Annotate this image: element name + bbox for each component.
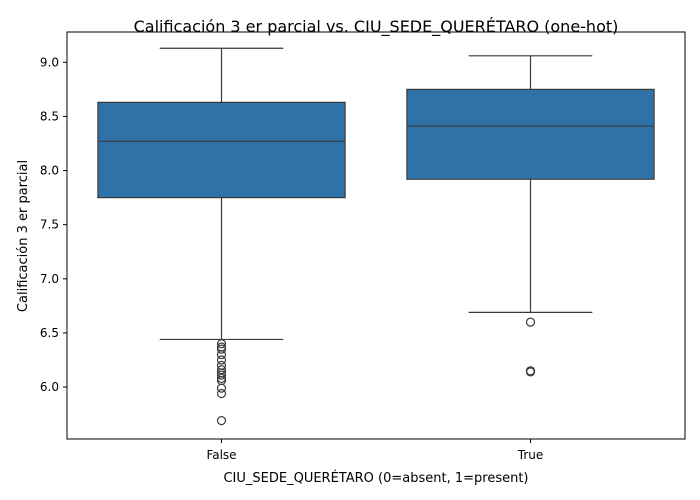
y-tick-label: 7.0 — [40, 272, 59, 286]
outlier-point — [216, 339, 227, 349]
chart-title: Calificación 3 er parcial vs. CIU_SEDE_Q… — [134, 17, 619, 37]
y-tick-label: 9.0 — [40, 55, 59, 69]
x-tick-label: False — [206, 448, 236, 462]
outlier-point — [525, 367, 536, 377]
outlier-point — [216, 388, 227, 399]
outlier-point — [525, 317, 536, 327]
x-axis-label: CIU_SEDE_QUERÉTARO (0=absent, 1=present) — [223, 470, 528, 486]
y-tick-label: 8.5 — [40, 109, 59, 123]
y-tick-label: 7.5 — [40, 218, 59, 232]
outlier-point — [216, 355, 227, 365]
plot-area: 6.0 6.5 7.0 7.5 8.0 8.5 9.0 False True — [40, 47, 655, 462]
outlier-point — [216, 383, 227, 393]
y-tick-label: 6.5 — [40, 326, 59, 340]
y-tick-label: 8.0 — [40, 164, 59, 178]
outlier-point — [216, 370, 227, 380]
iqr-box — [406, 88, 655, 180]
outlier-point — [216, 365, 227, 375]
y-tick-label: 6.0 — [40, 380, 59, 394]
y-axis-label: Calificación 3 er parcial — [16, 160, 31, 312]
iqr-box — [97, 101, 346, 199]
plot-frame — [66, 31, 686, 440]
outlier-point — [216, 344, 227, 354]
x-tick-label: True — [517, 448, 544, 462]
outlier-point — [216, 349, 227, 360]
outlier-point — [216, 415, 227, 426]
